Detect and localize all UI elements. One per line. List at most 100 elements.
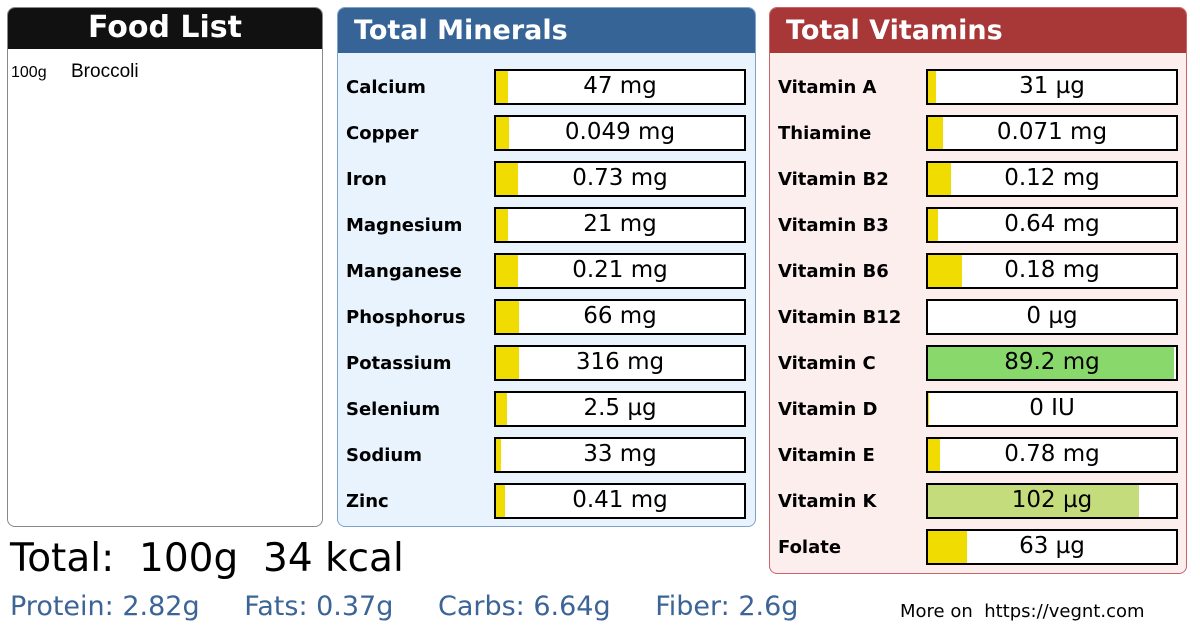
nutrient-row: Magnesium 21 mg (338, 207, 755, 253)
nutrient-label: Magnesium (346, 215, 463, 236)
nutrient-value: 0.78 mg (1004, 441, 1100, 467)
nutrient-label: Iron (346, 169, 387, 190)
nutrient-bar: 66 mg (494, 299, 746, 335)
nutrient-label: Vitamin A (778, 77, 877, 98)
nutrient-row: Vitamin A 31 µg (770, 69, 1186, 115)
nutrient-value: 0.071 mg (996, 119, 1108, 145)
nutrient-value: 0.049 mg (564, 119, 676, 145)
nutrient-bar-fill (496, 439, 502, 471)
nutrient-value: 0.73 mg (572, 165, 668, 191)
nutrient-row: Vitamin C 89.2 mg (770, 345, 1186, 391)
nutrient-row: Vitamin B3 0.64 mg (770, 207, 1186, 253)
macros-summary: Protein: 2.82g Fats: 0.37g Carbs: 6.64g … (10, 591, 834, 622)
nutrient-label: Calcium (346, 77, 426, 98)
minerals-panel: Total Minerals Calcium 47 mg Copper 0.049 m… (337, 7, 756, 527)
nutrient-value: 21 mg (583, 211, 657, 237)
nutrient-row: Vitamin K 102 µg (770, 483, 1186, 529)
nutrient-row: Vitamin B2 0.12 mg (770, 161, 1186, 207)
nutrient-bar: 89.2 mg (926, 345, 1178, 381)
nutrient-bar-fill (496, 117, 510, 149)
nutrient-label: Folate (778, 537, 842, 558)
nutrient-value: 0 µg (1026, 303, 1078, 329)
nutrient-row: Iron 0.73 mg (338, 161, 755, 207)
nutrient-label: Thiamine (778, 123, 872, 144)
vitamins-title: Total Vitamins (770, 8, 1186, 53)
nutrient-value: 63 µg (1019, 533, 1085, 559)
nutrient-row: Vitamin B12 0 µg (770, 299, 1186, 345)
nutrient-label: Manganese (346, 261, 462, 282)
nutrient-bar: 0.64 mg (926, 207, 1178, 243)
nutrient-bar: 316 mg (494, 345, 746, 381)
fats-total: Fats: 0.37g (244, 591, 394, 622)
nutrient-bar: 33 mg (494, 437, 746, 473)
protein-total: Protein: 2.82g (10, 591, 200, 622)
nutrient-bar-fill (928, 117, 943, 149)
nutrient-value: 0.41 mg (572, 487, 668, 513)
nutrient-row: Copper 0.049 mg (338, 115, 755, 161)
nutrient-bar-fill (496, 347, 520, 379)
nutrient-bar: 0.12 mg (926, 161, 1178, 197)
nutrient-bar: 47 mg (494, 69, 746, 105)
nutrient-value: 0.12 mg (1004, 165, 1100, 191)
nutrient-row: Sodium 33 mg (338, 437, 755, 483)
nutrient-bar: 102 µg (926, 483, 1178, 519)
nutrient-bar: 0 IU (926, 391, 1178, 427)
nutrient-bar-fill (496, 71, 508, 103)
nutrient-bar: 0.21 mg (494, 253, 746, 289)
nutrient-value: 0.18 mg (1004, 257, 1100, 283)
minerals-list: Calcium 47 mg Copper 0.049 mg Iron 0.73 mg Mag… (338, 69, 755, 526)
nutrient-bar: 0.78 mg (926, 437, 1178, 473)
food-list-item[interactable]: 100g Broccoli (8, 49, 322, 83)
nutrient-bar: 0.41 mg (494, 483, 746, 519)
nutrient-bar: 21 mg (494, 207, 746, 243)
nutrient-row: Potassium 316 mg (338, 345, 755, 391)
nutrient-row: Folate 63 µg (770, 529, 1186, 573)
nutrient-label: Potassium (346, 353, 452, 374)
nutrient-bar-fill (496, 485, 506, 517)
nutrient-bar: 2.5 µg (494, 391, 746, 427)
nutrient-row: Phosphorus 66 mg (338, 299, 755, 345)
nutrient-value: 0.21 mg (572, 257, 668, 283)
nutrient-bar-fill (496, 301, 520, 333)
nutrient-row: Vitamin B6 0.18 mg (770, 253, 1186, 299)
nutrient-row: Vitamin E 0.78 mg (770, 437, 1186, 483)
nutrient-value: 0 IU (1029, 395, 1075, 421)
food-name: Broccoli (71, 61, 139, 82)
nutrient-label: Vitamin B6 (778, 261, 889, 282)
nutrient-bar-fill (928, 255, 963, 287)
food-list-title: Food List (8, 8, 322, 49)
nutrient-bar-fill (496, 255, 519, 287)
nutrient-label: Sodium (346, 445, 422, 466)
nutrient-label: Selenium (346, 399, 441, 420)
nutrient-bar: 0.18 mg (926, 253, 1178, 289)
food-quantity: 100g (11, 64, 47, 81)
carbs-total: Carbs: 6.64g (437, 591, 611, 622)
nutrient-row: Calcium 47 mg (338, 69, 755, 115)
nutrient-bar-fill (928, 439, 941, 471)
nutrient-value: 47 mg (583, 73, 657, 99)
nutrient-label: Copper (346, 123, 419, 144)
fiber-total: Fiber: 2.6g (655, 591, 799, 622)
nutrient-label: Vitamin K (778, 491, 877, 512)
nutrient-bar: 0.73 mg (494, 161, 746, 197)
nutrient-bar-fill (928, 393, 930, 425)
nutrient-value: 33 mg (583, 441, 657, 467)
nutrient-bar: 63 µg (926, 529, 1178, 565)
nutrient-bar: 31 µg (926, 69, 1178, 105)
vitamins-list: Vitamin A 31 µg Thiamine 0.071 mg Vitamin B2… (770, 69, 1186, 573)
nutrient-value: 102 µg (1011, 487, 1093, 513)
minerals-title: Total Minerals (338, 8, 755, 53)
nutrient-bar-fill (928, 209, 938, 241)
nutrient-bar-fill (928, 163, 951, 195)
nutrient-row: Manganese 0.21 mg (338, 253, 755, 299)
nutrient-value: 316 mg (575, 349, 665, 375)
food-list-panel: Food List 100g Broccoli (7, 7, 323, 527)
nutrient-row: Thiamine 0.071 mg (770, 115, 1186, 161)
nutrient-bar-fill (928, 485, 1139, 517)
nutrient-label: Zinc (346, 491, 389, 512)
nutrient-value: 89.2 mg (1004, 349, 1100, 375)
nutrient-bar-fill (928, 347, 1174, 379)
source-credit-link[interactable]: More on https://vegnt.com (900, 601, 1145, 622)
nutrient-bar: 0 µg (926, 299, 1178, 335)
nutrient-label: Vitamin B3 (778, 215, 889, 236)
